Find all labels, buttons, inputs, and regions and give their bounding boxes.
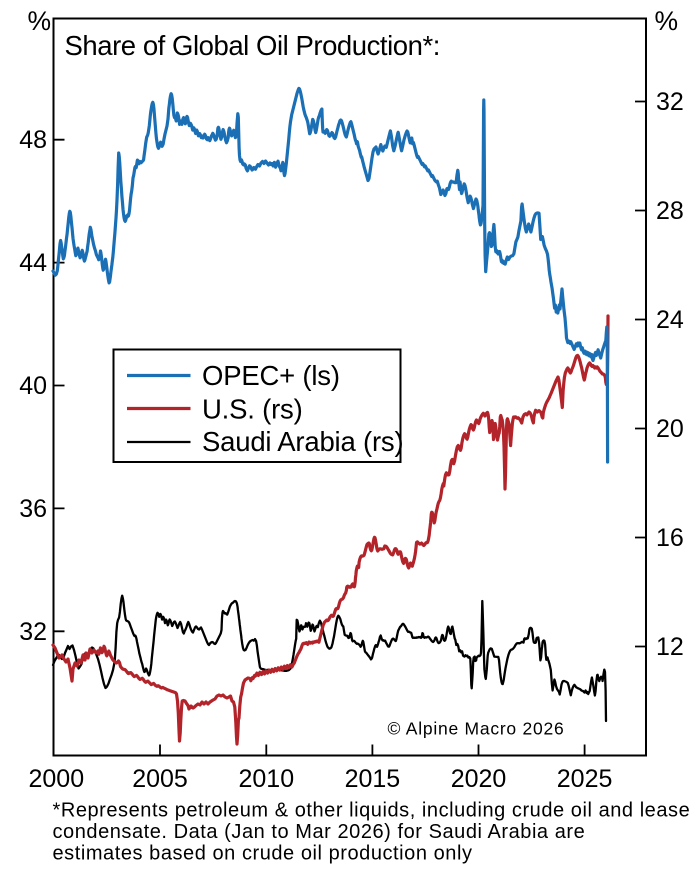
svg-text:32: 32 — [19, 618, 47, 646]
svg-text:36: 36 — [19, 495, 47, 523]
svg-text:OPEC+ (ls): OPEC+ (ls) — [202, 360, 340, 391]
svg-text:%: % — [28, 6, 52, 36]
svg-text:%: % — [655, 6, 679, 36]
svg-text:48: 48 — [19, 126, 47, 154]
svg-text:2015: 2015 — [345, 765, 401, 793]
svg-text:2020: 2020 — [451, 765, 507, 793]
svg-text:estimates based on crude oil p: estimates based on crude oil production … — [53, 843, 473, 865]
svg-text:U.S. (rs): U.S. (rs) — [202, 394, 303, 425]
svg-text:2005: 2005 — [132, 765, 188, 793]
svg-text:40: 40 — [19, 372, 47, 400]
svg-text:32: 32 — [656, 88, 684, 116]
svg-text:condensate. Data (Jan to Mar 2: condensate. Data (Jan to Mar 2026) for S… — [53, 821, 586, 843]
svg-text:2010: 2010 — [238, 765, 294, 793]
svg-text:28: 28 — [656, 197, 684, 225]
svg-text:2000: 2000 — [29, 765, 85, 793]
svg-text:16: 16 — [656, 524, 684, 552]
svg-text:Saudi Arabia (rs): Saudi Arabia (rs) — [202, 426, 403, 457]
svg-text:*Represents petroleum & other: *Represents petroleum & other liquids, i… — [53, 800, 691, 822]
svg-text:Share of Global Oil Production: Share of Global Oil Production*: — [65, 30, 440, 61]
svg-text:44: 44 — [19, 249, 47, 277]
svg-text:24: 24 — [656, 306, 684, 334]
svg-text:2025: 2025 — [557, 765, 613, 793]
svg-text:© Alpine Macro 2026: © Alpine Macro 2026 — [388, 719, 565, 739]
svg-text:12: 12 — [656, 633, 684, 661]
svg-text:20: 20 — [656, 415, 684, 443]
